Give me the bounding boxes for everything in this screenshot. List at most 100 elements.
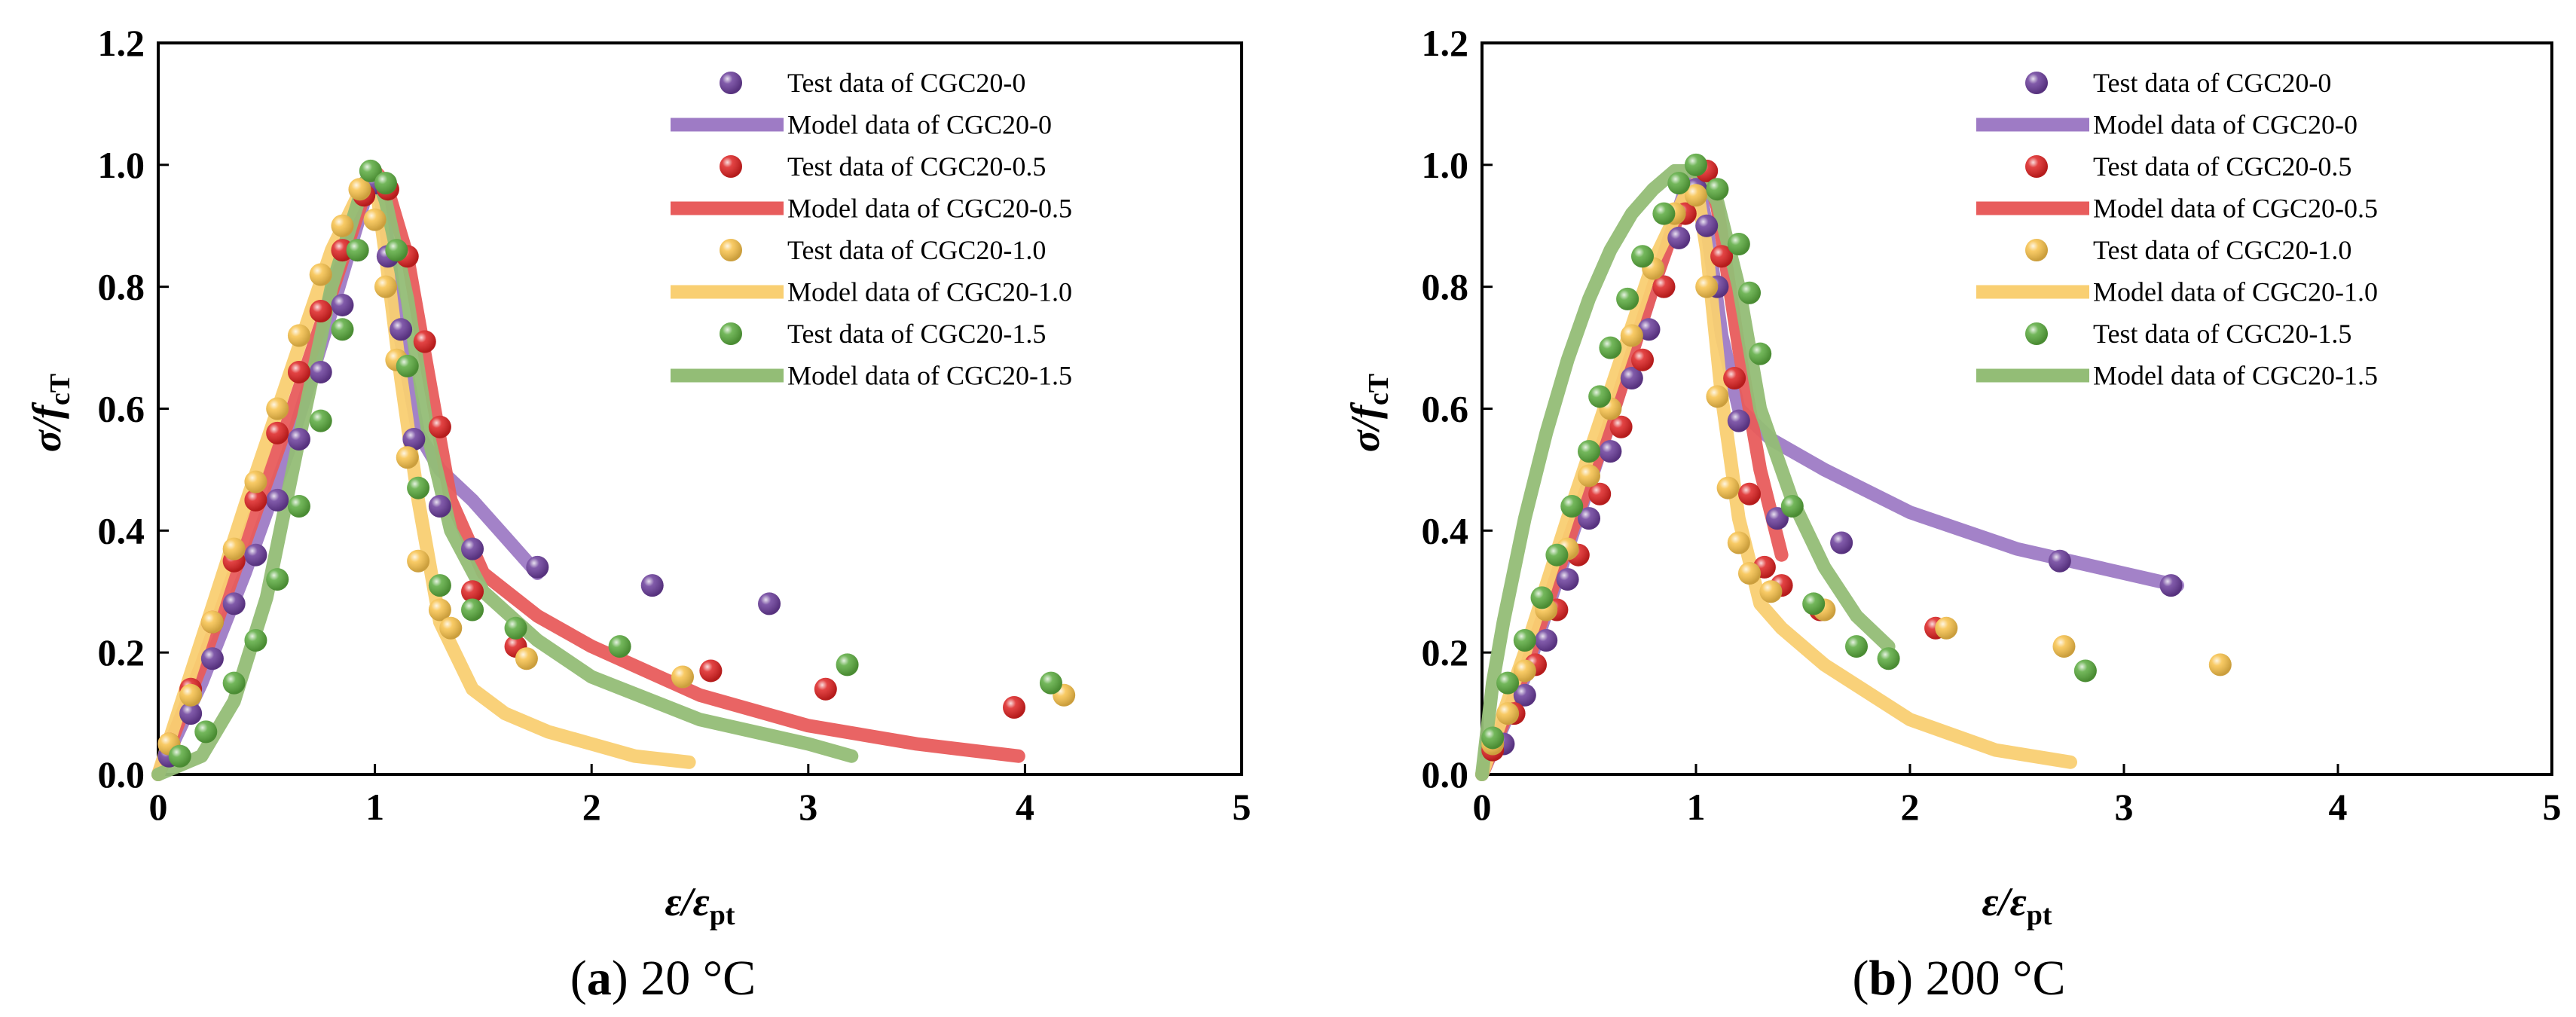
point-shine <box>1685 184 1707 207</box>
data-point <box>309 300 332 323</box>
data-point <box>359 159 382 182</box>
data-point <box>1652 202 1676 225</box>
point-shine <box>461 537 484 560</box>
point-shine <box>1802 592 1826 615</box>
data-point <box>1727 531 1750 554</box>
test-points <box>1481 153 2232 762</box>
data-point <box>428 574 451 597</box>
data-point <box>331 293 354 316</box>
point-shine <box>348 178 371 201</box>
data-point <box>266 568 289 591</box>
point-shine <box>1710 245 1734 268</box>
legend-label: Model data of CGC20-1.0 <box>787 277 1072 307</box>
point-shine <box>1588 385 1612 408</box>
data-point <box>758 592 781 615</box>
data-point <box>374 275 397 298</box>
data-point <box>1716 476 1740 499</box>
point-shine <box>671 665 694 689</box>
point-shine <box>1599 440 1622 463</box>
point-shine <box>1749 342 1772 365</box>
data-point <box>194 720 218 744</box>
chart-panel-b: 0 1 2 3 4 5 0.0 0.2 0.4 0.6 0.8 1.0 1.2 Test data o… <box>1343 22 2562 1006</box>
data-point <box>1685 153 1707 176</box>
x-axis-ticks: 0 1 2 3 4 5 <box>1473 764 2562 828</box>
point-shine <box>428 574 451 597</box>
point-shine <box>244 628 267 652</box>
point-shine <box>1695 275 1719 298</box>
y-tick-label: 0.0 <box>98 753 145 796</box>
point-shine <box>402 427 426 450</box>
y-tick-label: 1.0 <box>98 144 145 186</box>
x-tick-label: 2 <box>582 786 601 828</box>
y-tick-label: 0.6 <box>1422 388 1469 430</box>
data-point <box>515 647 538 670</box>
x-axis-ticks: 0 1 2 3 4 5 <box>149 764 1251 828</box>
point-shine <box>374 275 397 298</box>
point-shine <box>1667 226 1691 249</box>
data-point <box>1765 507 1789 530</box>
point-shine <box>1706 178 1729 201</box>
data-point <box>363 208 387 231</box>
data-point <box>1578 440 1600 463</box>
point-shine <box>515 647 538 670</box>
point-shine <box>266 488 289 512</box>
point-shine <box>836 653 859 676</box>
legend-label: Model data of CGC20-1.0 <box>2093 277 2378 307</box>
point-shine <box>244 488 267 512</box>
point-shine <box>1738 482 1761 505</box>
data-point <box>2159 574 2183 597</box>
data-point <box>1556 568 1579 591</box>
point-shine <box>1578 464 1600 487</box>
data-point <box>331 214 354 237</box>
data-point <box>1513 628 1536 652</box>
point-shine <box>385 239 408 262</box>
point-shine <box>1039 671 1062 695</box>
data-point <box>1599 440 1622 463</box>
point-shine <box>1588 482 1612 505</box>
data-point <box>348 178 371 201</box>
data-point <box>2048 549 2071 573</box>
data-point <box>200 610 224 634</box>
data-point <box>244 543 267 567</box>
point-shine <box>266 397 289 420</box>
point-shine <box>287 324 310 347</box>
point-shine <box>504 616 527 640</box>
point-shine <box>2052 635 2076 658</box>
legend: Test data of CGC20-0 Model data of CGC20-… <box>1976 68 2378 391</box>
point-shine <box>1535 628 1558 652</box>
data-point <box>1877 647 1900 670</box>
data-point <box>309 263 332 286</box>
point-shine <box>428 415 451 438</box>
legend-label: Test data of CGC20-1.5 <box>787 319 1046 349</box>
point-shine <box>331 318 354 341</box>
x-tick-label: 3 <box>799 786 817 828</box>
point-shine <box>439 616 463 640</box>
point-shine <box>222 671 246 695</box>
x-tick-label: 4 <box>2329 786 2348 828</box>
point-shine <box>461 598 484 622</box>
point-shine <box>2048 549 2071 573</box>
x-tick-label: 1 <box>1687 786 1706 828</box>
chart-panel-a: 0 1 2 3 4 5 0.0 0.2 0.4 0.6 0.8 1.0 1.2 Test data o… <box>24 22 1251 1006</box>
data-point <box>402 427 426 450</box>
data-point <box>179 683 203 707</box>
panel-caption: (a) 20 °C <box>570 951 756 1006</box>
legend-marker-shine <box>2025 239 2048 261</box>
point-shine <box>309 300 332 323</box>
y-tick-label: 0.6 <box>98 388 145 430</box>
point-shine <box>608 635 631 658</box>
data-point <box>671 665 694 689</box>
x-tick-label: 2 <box>1901 786 1920 828</box>
point-shine <box>244 543 267 567</box>
point-shine <box>287 427 310 450</box>
point-shine <box>194 720 218 744</box>
x-tick-label: 5 <box>1233 786 1251 828</box>
data-point <box>2208 653 2232 676</box>
data-point <box>331 318 354 341</box>
legend-label: Model data of CGC20-0 <box>2093 110 2358 140</box>
data-point <box>428 598 451 622</box>
data-point <box>1631 245 1654 268</box>
data-point <box>179 702 203 725</box>
y-axis-ticks: 0.0 0.2 0.4 0.6 0.8 1.0 1.2 <box>1422 22 1493 796</box>
point-shine <box>428 598 451 622</box>
